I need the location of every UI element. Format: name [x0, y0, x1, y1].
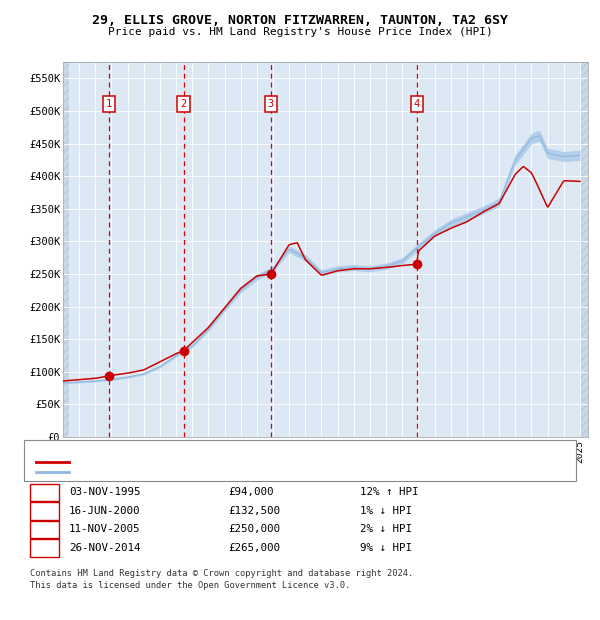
Text: 3: 3: [268, 99, 274, 109]
Text: 4: 4: [41, 543, 48, 553]
Text: 2% ↓ HPI: 2% ↓ HPI: [360, 525, 412, 534]
Bar: [580, 62, 588, 437]
Text: £250,000: £250,000: [228, 525, 280, 534]
Text: 4: 4: [413, 99, 420, 109]
Text: This data is licensed under the Open Government Licence v3.0.: This data is licensed under the Open Gov…: [30, 581, 350, 590]
Text: Price paid vs. HM Land Registry's House Price Index (HPI): Price paid vs. HM Land Registry's House …: [107, 27, 493, 37]
Text: 12% ↑ HPI: 12% ↑ HPI: [360, 487, 419, 497]
Text: Contains HM Land Registry data © Crown copyright and database right 2024.: Contains HM Land Registry data © Crown c…: [30, 569, 413, 578]
Text: 1% ↓ HPI: 1% ↓ HPI: [360, 506, 412, 516]
Text: 11-NOV-2005: 11-NOV-2005: [69, 525, 140, 534]
Bar: [63, 62, 70, 437]
Text: 2: 2: [41, 506, 48, 516]
Text: £94,000: £94,000: [228, 487, 274, 497]
Text: 29, ELLIS GROVE, NORTON FITZWARREN, TAUNTON, TA2 6SY: 29, ELLIS GROVE, NORTON FITZWARREN, TAUN…: [92, 14, 508, 27]
Text: HPI: Average price, detached house, Somerset: HPI: Average price, detached house, Some…: [72, 468, 325, 477]
Text: £132,500: £132,500: [228, 506, 280, 516]
Text: 2: 2: [181, 99, 187, 109]
Text: 3: 3: [41, 525, 48, 534]
Text: 1: 1: [106, 99, 112, 109]
Text: 29, ELLIS GROVE, NORTON FITZWARREN, TAUNTON, TA2 6SY (detached house): 29, ELLIS GROVE, NORTON FITZWARREN, TAUN…: [72, 458, 469, 466]
Text: £265,000: £265,000: [228, 543, 280, 553]
Text: 16-JUN-2000: 16-JUN-2000: [69, 506, 140, 516]
Text: 26-NOV-2014: 26-NOV-2014: [69, 543, 140, 553]
Text: 9% ↓ HPI: 9% ↓ HPI: [360, 543, 412, 553]
Text: 1: 1: [41, 487, 48, 497]
Text: 03-NOV-1995: 03-NOV-1995: [69, 487, 140, 497]
